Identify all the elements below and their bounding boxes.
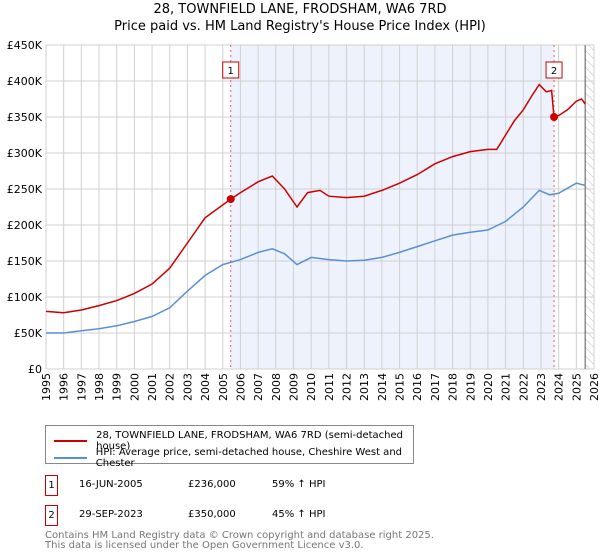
y-tick-label: £450K: [7, 39, 43, 52]
legend-swatch: [54, 457, 87, 459]
legend-label: 28, TOWNFIELD LANE, FRODSHAM, WA6 7RD (s…: [96, 430, 404, 452]
sale-marker-box: [222, 61, 240, 79]
sale-marker-label: 1: [228, 66, 234, 77]
footer: Contains HM Land Registry data © Crown c…: [45, 531, 434, 551]
x-tick-label: 2011: [323, 373, 336, 401]
x-tick-label: 1997: [75, 373, 88, 401]
legend-item-hpi: HPI: Average price, semi-detached house,…: [54, 447, 413, 469]
y-tick-label: £250K: [7, 183, 43, 196]
footer-line: Contains HM Land Registry data © Crown c…: [45, 530, 434, 541]
sale-price: £350,000: [188, 509, 236, 520]
forecast-hatch: [585, 45, 594, 369]
sale-date: 29-SEP-2023: [79, 509, 143, 520]
x-tick-label: 2021: [500, 373, 513, 401]
x-tick-label: 2002: [164, 373, 177, 401]
sale-marker-badge: 1: [45, 475, 58, 496]
property-price-line: [45, 83, 586, 314]
x-tick-label: 2007: [252, 373, 265, 401]
x-tick-label: 2024: [553, 373, 566, 401]
x-tick-label: 2003: [181, 373, 194, 401]
legend-label: HPI: Average price, semi-detached house,…: [95, 447, 402, 469]
x-tick-label: 2019: [464, 373, 477, 401]
x-tick-label: 2018: [447, 373, 460, 401]
y-tick-label: £300K: [7, 147, 43, 160]
x-tick-label: 2000: [128, 373, 141, 401]
x-tick-label: 2025: [570, 373, 583, 401]
x-tick-label: 1996: [58, 373, 71, 401]
x-tick-label: 2016: [411, 373, 424, 401]
x-tick-label: 2006: [234, 373, 247, 401]
sale-hpi-delta: 59% ↑ HPI: [272, 479, 326, 490]
x-tick-label: 2023: [535, 373, 548, 401]
y-tick-label: £350K: [7, 111, 43, 124]
x-tick-label: 2004: [199, 373, 212, 401]
y-tick-label: £50K: [14, 327, 43, 340]
sale-point: [550, 113, 559, 121]
owned-period-shade: [230, 45, 555, 369]
footer-line: This data is licensed under the Open Gov…: [45, 540, 364, 551]
sale-point: [226, 195, 235, 204]
legend-swatch: [54, 440, 88, 442]
y-tick-label: £0: [28, 363, 42, 376]
y-tick-label: £400K: [7, 75, 43, 88]
hpi-line: [46, 182, 586, 334]
sale-marker-box: [545, 61, 563, 79]
x-tick-label: 2015: [394, 373, 407, 401]
x-tick-label: 2017: [429, 373, 442, 401]
x-tick-label: 2010: [305, 373, 318, 401]
legend-item-property: 28, TOWNFIELD LANE, FRODSHAM, WA6 7RD (s…: [54, 430, 413, 452]
price-chart: 1995 1996 1997 1998 1999 2000 2001 2002 2003 2004…: [7, 39, 600, 401]
chart-title: 28, TOWNFIELD LANE, FRODSHAM, WA6 7RD: [153, 2, 447, 17]
sale-hpi-delta: 45% ↑ HPI: [272, 509, 326, 520]
x-tick-label: 1995: [40, 373, 53, 401]
sale-price: £236,000: [188, 479, 236, 490]
y-tick-label: £150K: [7, 255, 43, 268]
x-tick-label: 2009: [287, 373, 300, 401]
chart-subtitle: Price paid vs. HM Land Registry's House …: [114, 19, 486, 34]
x-tick-label: 2001: [146, 373, 159, 401]
x-tick-label: 2026: [588, 373, 600, 401]
x-tick-label: 2020: [482, 373, 495, 401]
sale-date: 16-JUN-2005: [79, 479, 143, 490]
sale-marker-label: 2: [551, 66, 557, 77]
x-tick-label: 1998: [93, 373, 106, 401]
x-tick-label: 2014: [376, 373, 389, 401]
x-tick-label: 2008: [270, 373, 283, 401]
x-tick-label: 1999: [111, 373, 124, 401]
x-tick-label: 2013: [358, 373, 371, 401]
y-tick-label: £200K: [7, 219, 43, 232]
legend: 28, TOWNFIELD LANE, FRODSHAM, WA6 7RD (s…: [45, 425, 414, 469]
x-tick-label: 2005: [217, 373, 230, 401]
y-tick-label: £100K: [7, 291, 43, 304]
x-tick-label: 2022: [517, 373, 530, 401]
x-tick-label: 2012: [341, 373, 354, 401]
sale-marker-badge: 2: [45, 505, 58, 526]
